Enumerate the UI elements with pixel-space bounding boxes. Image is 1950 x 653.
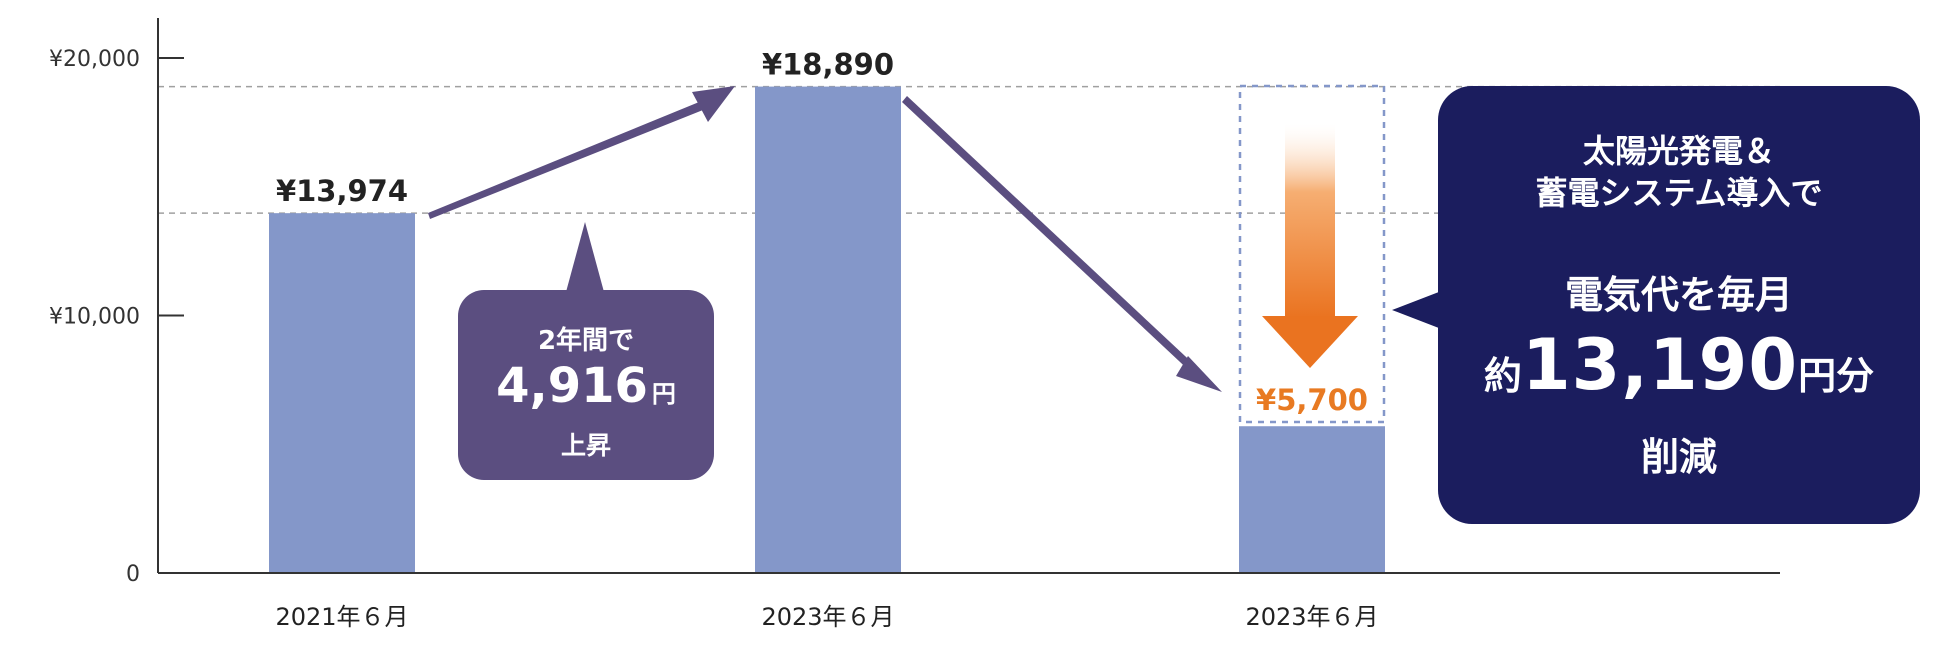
increase-callout: 2年間で 4,916 円 上昇 (458, 290, 714, 480)
savings-callout-line1: 太陽光発電＆ (1582, 132, 1775, 170)
savings-suffix: 円分 (1798, 354, 1875, 398)
bar-1 (755, 86, 901, 574)
arrow-down-icon (1262, 124, 1358, 368)
increase-unit: 円 (651, 380, 676, 408)
savings-callout-line5: 削減 (1640, 435, 1717, 479)
x-tick-label-1: 2023年６月 (761, 603, 894, 631)
savings-callout-line3: 電気代を毎月 (1564, 273, 1793, 317)
savings-callout: 太陽光発電＆ 蓄電システム導入で 電気代を毎月 約13,190円分 削減 (1438, 86, 1920, 524)
y-tick-label-1: ¥10,000 (49, 305, 140, 330)
data-label-1: ¥18,890 (762, 48, 894, 82)
savings-prefix: 約 (1483, 354, 1522, 398)
increase-callout-line1: 2年間で (537, 326, 635, 356)
bar-0 (269, 213, 415, 573)
reduction-outline (1238, 84, 1386, 424)
savings-callout-pointer (1392, 290, 1444, 330)
y-tick-label-0: 0 (126, 562, 140, 587)
savings-amount: 13,190 (1521, 324, 1799, 406)
increase-amount: 4,916 (496, 358, 648, 414)
increase-arrow-icon (428, 86, 735, 219)
y-tick-label-2: ¥20,000 (49, 47, 140, 72)
decrease-arrow-icon (902, 96, 1222, 392)
increase-callout-line3: 上昇 (560, 431, 611, 460)
data-label-2: ¥5,700 (1256, 383, 1368, 417)
bar-2 (1239, 426, 1385, 573)
x-tick-label-0: 2021年６月 (275, 603, 408, 631)
increase-callout-pointer (566, 222, 604, 292)
data-label-0: ¥13,974 (276, 174, 408, 208)
savings-callout-line2: 蓄電システム導入で (1535, 174, 1823, 212)
x-tick-label-2: 2023年６月 (1245, 603, 1378, 631)
